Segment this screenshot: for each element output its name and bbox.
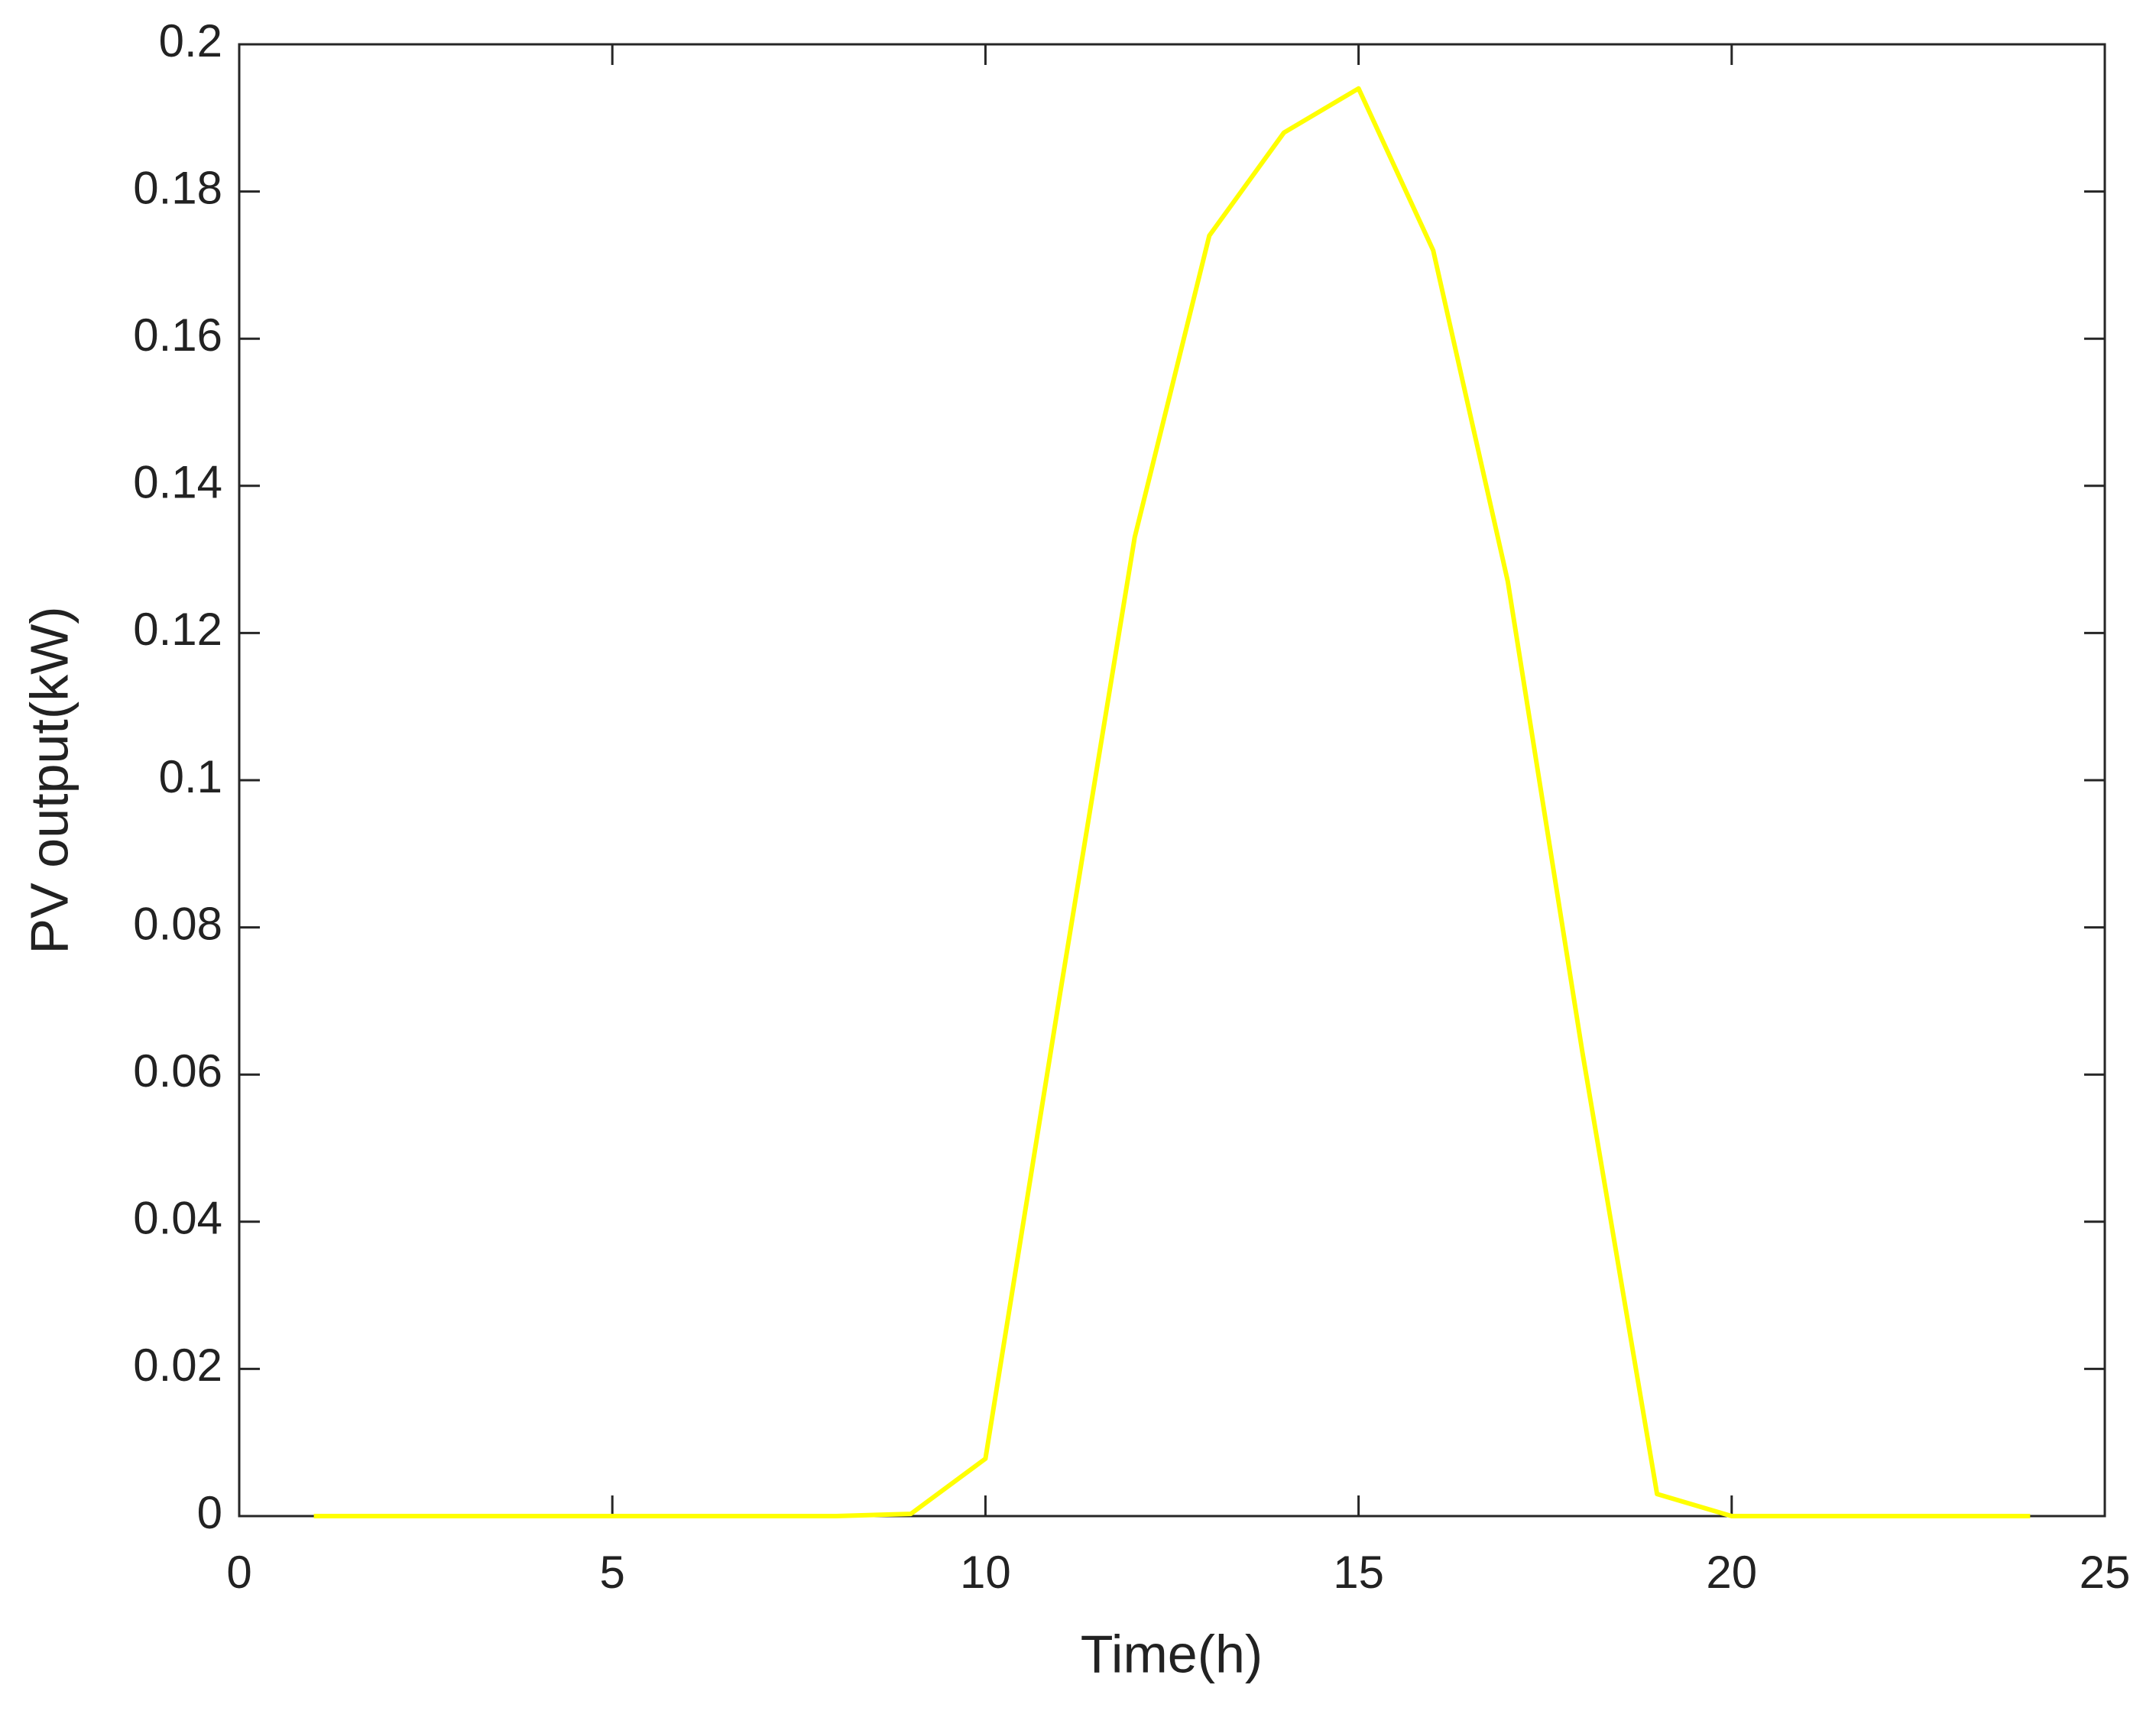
y-tick-label: 0.08	[133, 898, 222, 949]
y-axis-label: PV output(kW)	[19, 606, 79, 954]
y-tick-label: 0.18	[133, 162, 222, 213]
x-tick-label: 20	[1706, 1547, 1757, 1598]
y-tick-label: 0	[197, 1487, 222, 1538]
x-axis-label: Time(h)	[1081, 1624, 1263, 1683]
y-tick-label: 0.1	[159, 751, 222, 802]
y-tick-label: 0.12	[133, 604, 222, 655]
y-tick-label: 0.2	[159, 15, 222, 66]
x-tick-label: 10	[960, 1547, 1011, 1598]
plot-frame	[238, 43, 2106, 1518]
x-tick-label: 5	[600, 1547, 625, 1598]
y-tick-label: 0.16	[133, 309, 222, 361]
x-tick-label: 15	[1333, 1547, 1384, 1598]
y-tick-label: 0.04	[133, 1193, 222, 1244]
y-tick-label: 0.14	[133, 457, 222, 508]
x-tick-label: 25	[2080, 1547, 2131, 1598]
x-tick-label: 0	[226, 1547, 251, 1598]
y-tick-label: 0.02	[133, 1340, 222, 1391]
data-line	[313, 86, 2031, 1518]
y-tick-label: 0.06	[133, 1045, 222, 1097]
